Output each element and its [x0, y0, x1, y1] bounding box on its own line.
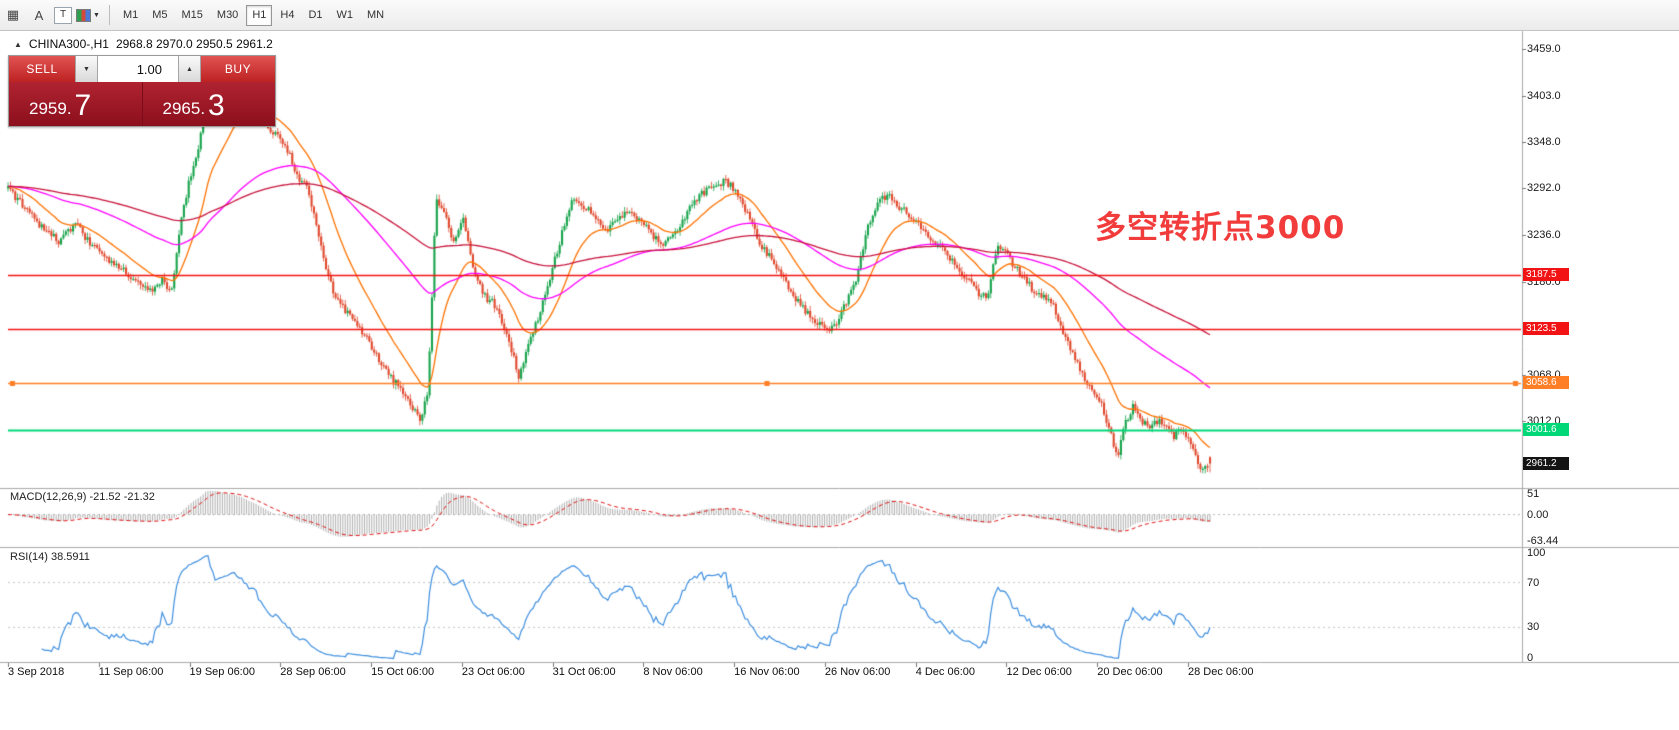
current-price-badge: 2961.2 [1523, 456, 1569, 470]
text-tool-icon[interactable]: A [34, 7, 44, 23]
price-axis-label: 3236.0 [1527, 228, 1561, 241]
support-badge-3058: 3058.6 [1523, 375, 1569, 389]
sell-price-small: 2959. [29, 99, 72, 118]
time-axis-label: 19 Sep 06:00 [189, 666, 255, 678]
time-axis-label: 8 Nov 06:00 [643, 666, 703, 678]
volume-decrease-button[interactable]: ▼ [75, 56, 98, 82]
macd-axis-label: 0.00 [1527, 508, 1549, 521]
timeframe-m1[interactable]: M1 [117, 5, 144, 26]
time-axis-label: 28 Sep 06:00 [280, 666, 346, 678]
buy-price-small: 2965. [162, 99, 206, 118]
timeframe-w1[interactable]: W1 [331, 5, 360, 26]
time-axis-label: 28 Dec 06:00 [1188, 666, 1254, 678]
price-axis-label: 3348.0 [1527, 135, 1561, 148]
support-badge-3001: 3001.6 [1523, 422, 1569, 436]
indicators-icon[interactable]: ▼ [76, 4, 100, 26]
rsi-axis-label: 0 [1527, 652, 1534, 664]
time-axis-label: 31 Oct 06:00 [552, 666, 616, 678]
grid-icon[interactable]: ▦ [6, 7, 20, 22]
time-axis-label: 4 Dec 06:00 [915, 666, 976, 678]
timeframe-h1[interactable]: H1 [246, 4, 273, 26]
price-axis-label: 3459.0 [1527, 43, 1561, 56]
time-axis-label: 20 Dec 06:00 [1097, 666, 1163, 678]
buy-button[interactable]: BUY [201, 56, 275, 82]
time-axis-label: 16 Nov 06:00 [734, 666, 800, 678]
timeframe-h4[interactable]: H4 [274, 5, 300, 26]
time-axis-label: 26 Nov 06:00 [824, 666, 891, 678]
volume-input[interactable] [98, 56, 178, 82]
macd-axis-label: 51 [1527, 488, 1540, 500]
rsi-axis-label: 100 [1527, 547, 1546, 559]
time-axis-label: 3 Sep 2018 [8, 666, 65, 678]
timeframe-d1[interactable]: D1 [302, 5, 328, 26]
time-axis-label: 11 Sep 06:00 [98, 666, 164, 678]
caret-down-icon: ▼ [93, 11, 100, 19]
buy-price-display[interactable]: 2965. 3 [141, 82, 276, 126]
one-click-trading-panel: SELL ▼ ▲ BUY 2959. 7 2965. 3 [8, 55, 276, 127]
macd-indicator-label: MACD(12,26,9) -21.52 -21.32 [10, 491, 155, 503]
resistance-badge-3123: 3123.5 [1523, 321, 1569, 335]
chart-symbol: CHINA300-,H1 [28, 37, 109, 51]
chart-ohlc: 2968.8 2970.0 2950.5 2961.2 [115, 37, 273, 51]
buy-price-big-digit: 3 [208, 89, 225, 122]
time-axis-label: 15 Oct 06:00 [371, 666, 435, 678]
toolbar: ▦ A T ▼ M1 M5 M15 M30 H1 H4 D1 W1 MN [0, 0, 1679, 31]
macd-axis-label: -63.44 [1527, 535, 1559, 547]
time-axis-label: 12 Dec 06:00 [1006, 666, 1072, 678]
timeframe-m15[interactable]: M15 [176, 5, 209, 26]
sell-button[interactable]: SELL [9, 56, 75, 82]
chart-ohlc-line: ▲ CHINA300-,H1 2968.8 2970.0 2950.5 2961… [14, 37, 273, 51]
timeframe-mn[interactable]: MN [361, 5, 390, 26]
indicator-swatch-icon [76, 8, 91, 22]
timeframe-group: M1 M5 M15 M30 H1 H4 D1 W1 MN [117, 4, 390, 26]
time-axis-label: 23 Oct 06:00 [461, 666, 525, 678]
timeframe-m5[interactable]: M5 [146, 5, 173, 26]
price-axis-label: 3403.0 [1527, 90, 1561, 103]
rsi-indicator-label: RSI(14) 38.5911 [10, 551, 90, 563]
volume-increase-button[interactable]: ▲ [178, 56, 201, 82]
toolbar-separator [108, 5, 110, 25]
symbol-triangle-icon: ▲ [14, 39, 22, 49]
sell-price-display[interactable]: 2959. 7 [9, 82, 142, 126]
resistance-badge-3187: 3187.5 [1523, 268, 1569, 282]
chart-text-annotation: 多空转折点3000 [1095, 210, 1346, 246]
price-axis-label: 3292.0 [1527, 182, 1561, 195]
template-icon[interactable]: T [54, 6, 72, 24]
sell-price-big-digit: 7 [74, 89, 92, 122]
timeframe-m30[interactable]: M30 [211, 5, 244, 26]
rsi-axis-label: 30 [1527, 621, 1540, 634]
rsi-axis-label: 70 [1527, 576, 1540, 589]
